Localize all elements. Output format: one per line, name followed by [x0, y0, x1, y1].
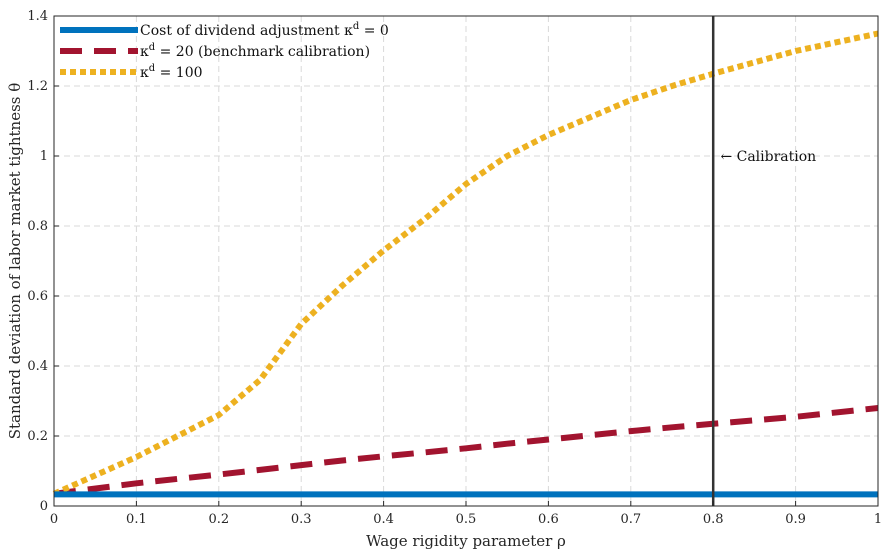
y-tick-label: 1.4: [27, 9, 48, 24]
axes: [53, 15, 879, 507]
x-tick-label: 1: [874, 512, 882, 527]
legend-label-text: = 20 (benchmark calibration): [155, 44, 370, 60]
tick-labels: 0 0.1 0.2 0.3 0.4 0.5 0.6 0.7 0.8 0.9 1 0 0.2 0.4 0.6 0…: [27, 9, 882, 527]
y-tick-label: 0.8: [27, 219, 48, 234]
x-tick-label: 0.2: [208, 512, 229, 527]
y-axis-label: Standard deviation of labor market tight…: [6, 83, 24, 440]
x-tick-label: 0.6: [538, 512, 559, 527]
legend-label-superscript: d: [149, 63, 156, 74]
legend-label-superscript: d: [149, 42, 156, 53]
x-tick-label: 0.5: [456, 512, 477, 527]
legend-label-superscript: d: [353, 21, 360, 32]
y-tick-label: 1: [40, 149, 48, 164]
legend-label-text: = 100: [155, 65, 202, 81]
x-tick-label: 0.9: [785, 512, 806, 527]
x-tick-label: 0.1: [126, 512, 147, 527]
series-line-1: [53, 405, 879, 497]
series-line-2: [52, 30, 879, 497]
x-tick-label: 0.7: [620, 512, 641, 527]
legend-label-text: = 0: [359, 23, 389, 39]
calibration-label: ← Calibration: [720, 149, 816, 165]
grid-layer: [53, 15, 879, 507]
annotation-layer: ← Calibration: [711, 16, 816, 506]
y-tick-label: 0: [40, 499, 48, 514]
legend-label-text: κ: [140, 44, 149, 60]
legend-label-1: κd = 20 (benchmark calibration): [140, 42, 370, 60]
x-tick-label: 0.3: [291, 512, 312, 527]
series-layer: [52, 30, 879, 498]
plot-frame: [53, 15, 879, 507]
x-tick-label: 0: [50, 512, 58, 527]
y-tick-label: 0.6: [27, 289, 48, 304]
y-tick-label: 0.2: [27, 429, 48, 444]
legend-label-2: κd = 100: [140, 63, 203, 81]
legend-label-text: Cost of dividend adjustment κ: [140, 23, 353, 39]
y-tick-label: 0.4: [27, 359, 48, 374]
x-axis-label: Wage rigidity parameter ρ: [366, 532, 566, 550]
legend-label-text: κ: [140, 65, 149, 81]
legend-label-0: Cost of dividend adjustment κd = 0: [140, 21, 389, 39]
x-tick-label: 0.8: [703, 512, 724, 527]
y-tick-label: 1.2: [27, 79, 48, 94]
legend: Cost of dividend adjustment κd = 0κd = 2…: [60, 21, 389, 81]
x-tick-label: 0.4: [373, 512, 394, 527]
